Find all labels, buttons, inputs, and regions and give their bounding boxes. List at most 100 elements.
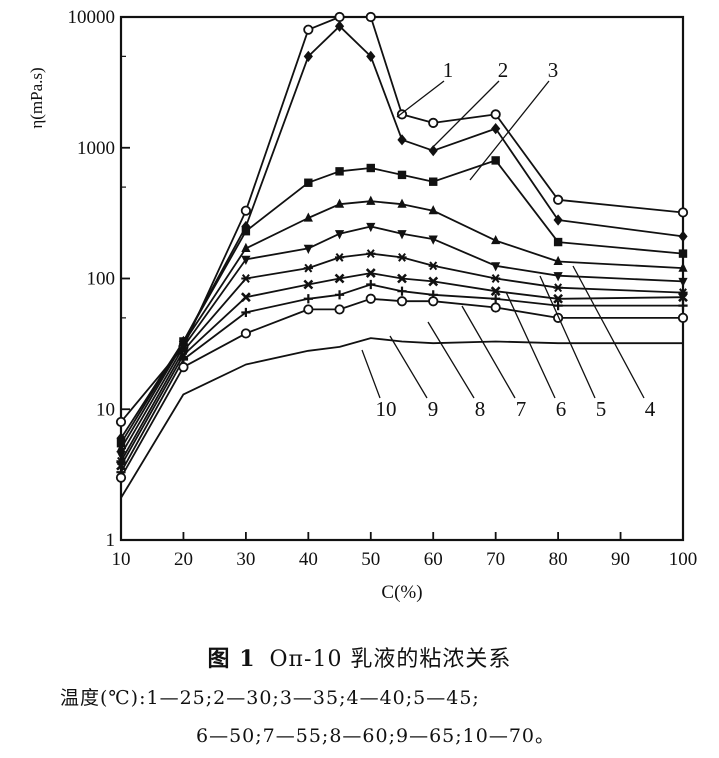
y-tick-label: 100	[87, 269, 116, 290]
x-tick-label: 80	[549, 549, 568, 570]
data-point	[491, 274, 501, 283]
data-point	[397, 198, 407, 208]
leader-line	[361, 349, 381, 399]
data-point	[303, 24, 314, 35]
data-point	[428, 205, 438, 215]
data-point	[366, 195, 376, 205]
y-axis-label: η(mPa.s)	[27, 67, 46, 128]
data-point	[366, 279, 376, 290]
x-tick-label: 90	[611, 549, 630, 570]
data-point	[366, 163, 375, 173]
data-point	[241, 307, 251, 318]
data-point	[116, 443, 126, 453]
data-point	[397, 286, 407, 296]
data-point	[491, 294, 501, 304]
data-point	[490, 109, 501, 120]
figure-number: 图 1	[207, 646, 256, 672]
leader-line	[431, 80, 500, 149]
data-point	[366, 249, 376, 259]
data-point	[397, 170, 407, 180]
x-axis-ticks: 10 20 30 40 50 60 70 80 90 100	[112, 532, 698, 570]
data-point	[303, 212, 313, 222]
curve-label-2: 2	[498, 58, 509, 82]
data-point	[428, 296, 439, 307]
series-line-10	[120, 337, 683, 499]
leader-line	[505, 291, 556, 399]
data-point	[334, 230, 345, 240]
data-point	[428, 145, 438, 157]
x-tick-label: 50	[361, 549, 380, 570]
leader-line	[389, 335, 428, 399]
data-point	[490, 302, 501, 313]
data-point	[678, 262, 688, 272]
x-tick-label: 70	[486, 549, 505, 570]
data-point	[303, 294, 313, 304]
curve-label-3: 3	[548, 58, 559, 82]
data-point	[241, 255, 251, 265]
x-tick-label: 20	[174, 549, 193, 570]
data-point	[115, 472, 127, 483]
data-point	[334, 252, 345, 262]
data-point	[397, 230, 407, 240]
data-point	[678, 301, 688, 311]
data-point	[240, 328, 251, 339]
data-point	[553, 194, 564, 205]
data-point	[366, 50, 376, 62]
y-tick-label: 1000	[77, 138, 115, 159]
label-leader-lines	[361, 80, 645, 399]
data-point	[303, 244, 313, 254]
curve-label-4: 4	[645, 397, 656, 421]
data-point	[429, 177, 438, 186]
data-point	[553, 293, 564, 304]
data-point	[396, 296, 408, 307]
data-point	[365, 293, 376, 304]
leader-line	[469, 80, 550, 181]
leader-line	[539, 275, 596, 399]
data-point	[677, 312, 689, 323]
x-tick-label: 30	[236, 549, 255, 570]
leader-line	[396, 80, 445, 118]
data-point	[553, 283, 563, 293]
data-point	[303, 304, 314, 315]
data-point	[428, 235, 438, 245]
data-point	[303, 263, 313, 273]
curve-label-9: 9	[428, 397, 439, 421]
x-tick-label: 10	[112, 549, 131, 570]
curve-label-8: 8	[475, 397, 486, 421]
data-point	[553, 255, 563, 266]
data-point	[553, 214, 563, 226]
data-point	[678, 277, 688, 288]
curve-label-10: 10	[376, 397, 397, 421]
data-point	[397, 252, 407, 262]
data-point	[178, 362, 189, 373]
data-point	[334, 20, 345, 32]
data-point	[334, 198, 345, 208]
leader-line	[427, 321, 475, 399]
data-point	[553, 272, 563, 282]
x-axis-label: C(%)	[381, 582, 422, 603]
data-point	[490, 286, 501, 297]
data-point	[678, 292, 688, 303]
curve-label-1: 1	[443, 58, 454, 82]
data-point	[491, 156, 500, 165]
y-tick-label: 10000	[68, 7, 116, 28]
data-point	[116, 450, 126, 461]
data-point	[178, 343, 189, 353]
data-point	[491, 123, 501, 135]
data-point	[334, 290, 345, 300]
data-point	[366, 222, 376, 233]
figure-title: Oπ-10 乳液的粘浓关系	[269, 647, 512, 672]
curve-labels: 1 2 3 10 9 8 7 6 5 4	[376, 58, 656, 421]
data-point	[303, 279, 314, 290]
caption-temperature-line-2: 6—50;7—55;8—60;9—65;10—70。	[196, 725, 556, 747]
curve-label-5: 5	[596, 397, 607, 421]
data-point	[365, 268, 376, 279]
data-point	[241, 274, 251, 283]
data-point	[428, 276, 439, 287]
data-point	[334, 273, 345, 284]
data-point	[334, 304, 345, 315]
data-point	[115, 416, 127, 428]
x-tick-label: 100	[669, 549, 698, 570]
y-tick-label: 10	[96, 399, 115, 420]
x-tick-label: 40	[299, 549, 318, 570]
